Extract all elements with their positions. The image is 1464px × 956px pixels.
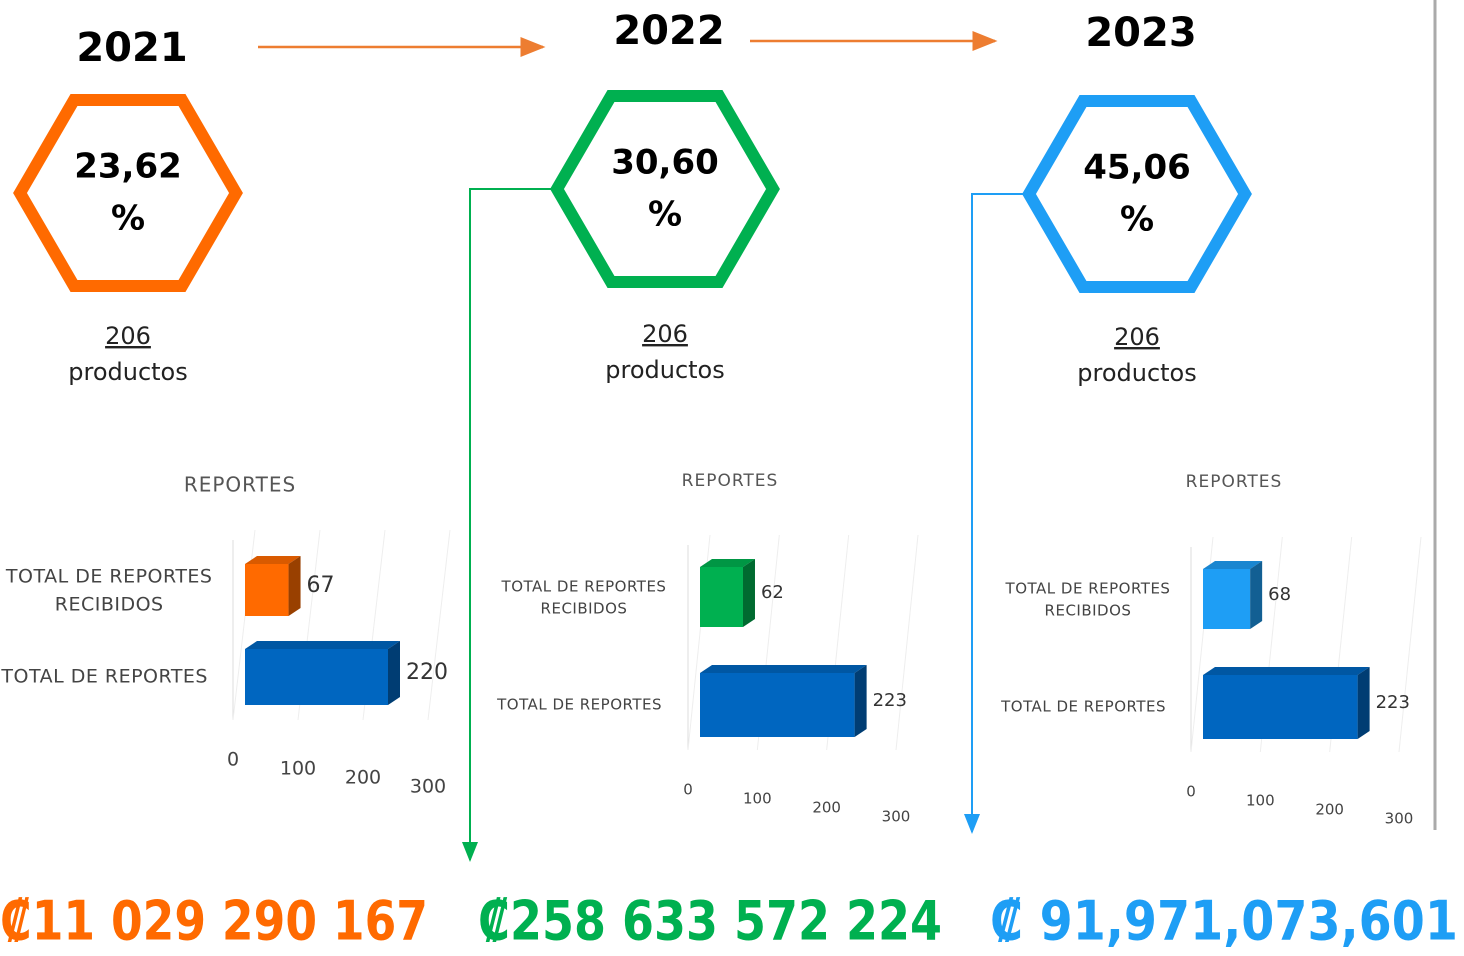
amount: ₡258 633 572 224 [478,890,942,953]
bar [245,564,289,616]
chart-title: REPORTES [184,473,296,497]
bar-top [1203,561,1263,569]
bar-side [388,641,400,705]
product-label: productos [605,356,725,384]
grid-line [1398,536,1422,753]
product-label: productos [68,358,188,386]
product-label: productos [1077,359,1197,387]
grid-line [427,529,451,721]
y-tick-label: TOTAL DE REPORTES [0,666,208,688]
x-tick-label: 200 [345,767,381,789]
data-label: 67 [307,573,335,598]
percent: 45,06 [1083,148,1191,188]
x-tick-label: 0 [1186,783,1196,801]
product-count: 206 [642,320,688,348]
x-tick-label: 100 [1246,792,1275,810]
y-tick-label: TOTAL DE REPORTES RECIBIDOS [1005,579,1171,619]
y-tick-label: TOTAL DE REPORTES RECIBIDOS [501,577,667,617]
bar [1203,569,1251,629]
bar-top [245,556,301,564]
data-label: 68 [1268,584,1291,605]
hexagon [550,90,780,288]
hexagon [13,94,243,292]
product-count: 206 [1114,323,1160,351]
year: 2021 [76,25,187,71]
bar-side [854,665,867,737]
percent-unit: % [1120,200,1154,240]
bar-top [700,559,755,567]
bar [700,673,855,737]
chart-title: REPORTES [1186,472,1283,492]
bar-side [288,556,301,616]
bar [700,567,743,627]
percent-unit: % [648,195,682,235]
x-tick-label: 200 [812,799,841,817]
bar [245,649,388,705]
bar-side [742,559,755,627]
percent: 23,62 [74,147,182,187]
x-tick-label: 300 [882,808,911,826]
data-label: 220 [406,660,448,685]
amount: ₡11 029 290 167 [0,890,428,953]
y-tick-label: TOTAL DE REPORTES [1000,698,1166,716]
chart-title: REPORTES [682,471,779,491]
x-tick-label: 300 [410,776,446,798]
arrow [964,193,1027,834]
x-tick-label: 300 [1385,810,1414,828]
bar-top [1203,667,1370,675]
percent-unit: % [111,199,145,239]
x-tick-label: 100 [280,758,316,780]
hexagon [1022,95,1252,293]
year: 2023 [1085,10,1196,56]
data-label: 62 [761,582,784,603]
x-tick-label: 0 [683,781,693,799]
grid-line [895,534,919,751]
bar-side [1250,561,1263,629]
bar-top [245,641,400,649]
bar [1203,675,1358,739]
percent: 30,60 [611,143,719,183]
x-tick-label: 200 [1315,801,1344,819]
x-tick-label: 0 [227,749,239,771]
year: 2022 [613,8,724,54]
bar-top [700,665,867,673]
product-count: 206 [105,322,151,350]
data-label: 223 [1376,692,1410,713]
data-label: 223 [873,690,907,711]
arrow [462,188,555,862]
amount: ₡ 91,971,073,601 [990,890,1458,953]
y-tick-label: TOTAL DE REPORTES RECIBIDOS [5,565,213,615]
x-tick-label: 100 [743,790,772,808]
bar-side [1357,667,1370,739]
y-tick-label: TOTAL DE REPORTES [496,696,662,714]
